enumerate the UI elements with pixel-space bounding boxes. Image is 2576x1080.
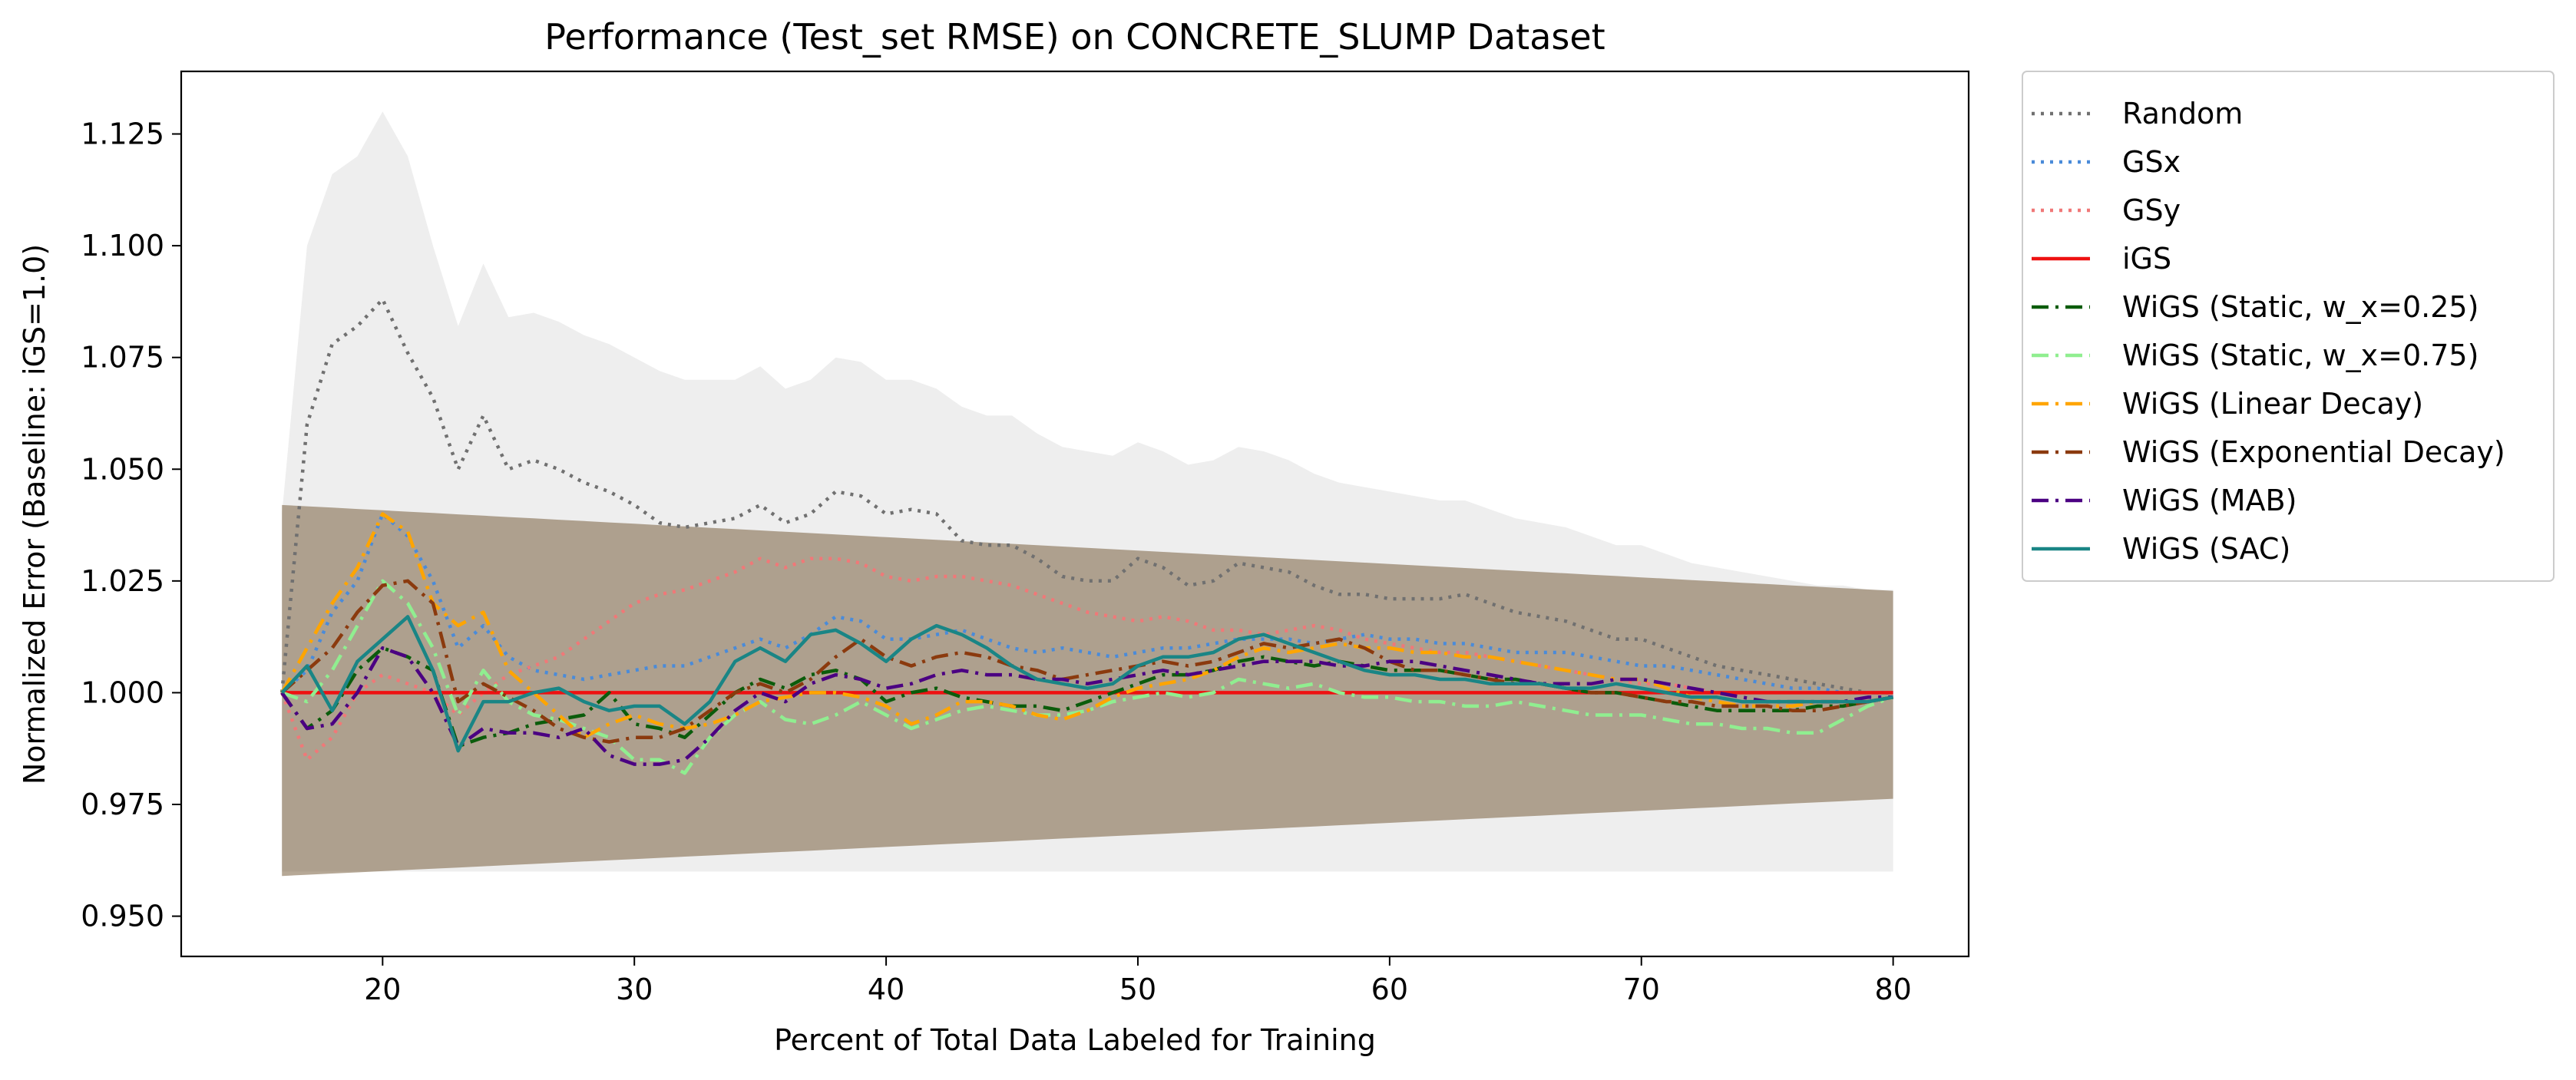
legend-frame	[2022, 71, 2555, 582]
x-tick-label: 40	[868, 973, 904, 1006]
x-axis: 20 30 40 50 60 70 80	[364, 956, 1912, 1006]
chart-title: Performance (Test_set RMSE) on CONCRETE_…	[544, 16, 1605, 58]
x-tick-label: 80	[1874, 973, 1911, 1006]
x-tick-label: 70	[1623, 973, 1660, 1006]
legend: Random GSx GSy iGS WiGS (Static, w_x=0.25) Wi…	[2022, 71, 2555, 582]
wigs-mab-legend-label: WiGS (MAB)	[2122, 484, 2297, 517]
y-tick-label: 1.050	[81, 452, 164, 486]
overlap-band	[282, 504, 1893, 877]
y-axis-label: Normalized Error (Baseline: iGS=1.0)	[18, 244, 51, 784]
y-tick-label: 1.125	[81, 117, 164, 151]
y-tick-label: 0.950	[81, 900, 164, 933]
wigs-static-w-x-0-25-legend-label: WiGS (Static, w_x=0.25)	[2122, 290, 2478, 324]
gsx-legend-label: GSx	[2122, 145, 2181, 179]
series-lines	[279, 297, 1894, 775]
x-tick-label: 50	[1119, 973, 1156, 1006]
y-tick-label: 1.075	[81, 341, 164, 375]
wigs-mab-line	[280, 646, 1893, 766]
wigs-sac-legend-label: WiGS (SAC)	[2122, 532, 2290, 566]
x-axis-label: Percent of Total Data Labeled for Traini…	[774, 1023, 1376, 1057]
wigs-static-w-x-0-75-line	[281, 579, 1894, 775]
wigs-linear-decay-legend-label: WiGS (Linear Decay)	[2122, 387, 2423, 421]
y-axis: 0.950 0.975 1.000 1.025 1.050 1.075 1.100 1.125	[81, 117, 181, 933]
wigs-sac-line	[280, 615, 1893, 753]
gsy-line	[280, 557, 1893, 762]
random-legend-label: Random	[2122, 97, 2243, 130]
plot-frame	[180, 70, 1970, 958]
wigs-exponential-decay-line	[280, 579, 1893, 744]
y-tick-label: 1.025	[81, 564, 164, 598]
y-tick-label: 1.100	[81, 229, 164, 263]
confidence-bands	[282, 111, 1893, 877]
wigs-exponential-decay-legend-label: WiGS (Exponential Decay)	[2122, 435, 2505, 469]
x-tick-label: 20	[364, 973, 401, 1006]
y-tick-label: 0.975	[81, 788, 164, 821]
igs-legend-label: iGS	[2122, 242, 2171, 276]
gsy-legend-label: GSy	[2122, 193, 2181, 227]
x-tick-label: 60	[1371, 973, 1408, 1006]
y-tick-label: 1.000	[81, 675, 164, 709]
x-tick-label: 30	[616, 973, 653, 1006]
wigs-static-w-x-0-75-legend-label: WiGS (Static, w_x=0.75)	[2122, 339, 2478, 372]
